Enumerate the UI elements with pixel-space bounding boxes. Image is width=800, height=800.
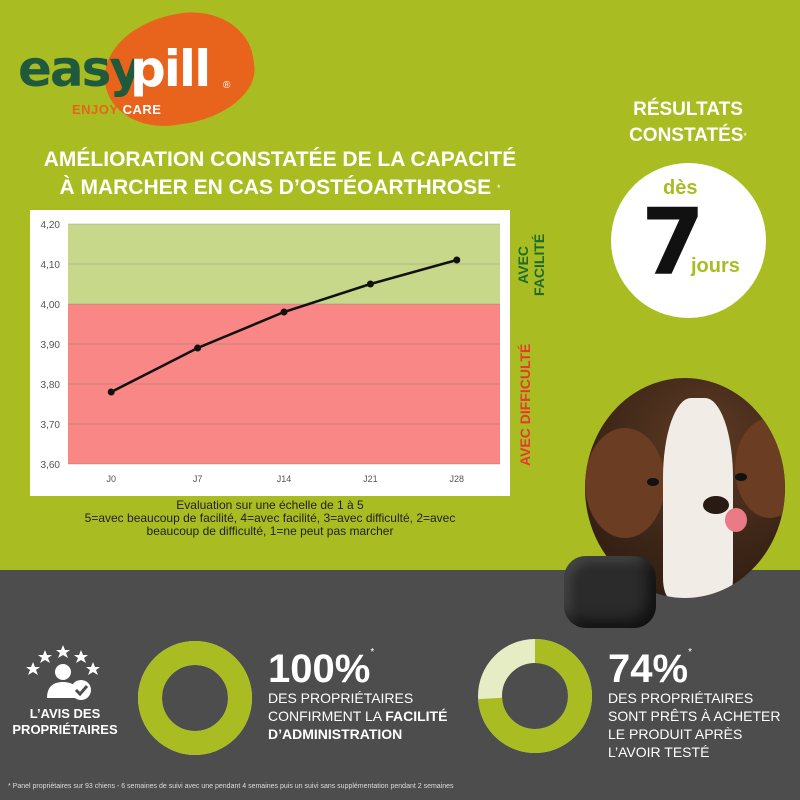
- x-tick-label: J14: [277, 474, 292, 484]
- chart-title-line2: À MARCHER EN CAS D’OSTÉOARTHROSE: [59, 176, 492, 199]
- band-1: [68, 304, 500, 464]
- donut-fill: [478, 639, 592, 753]
- stat1-value-wrap: 100%*: [268, 647, 374, 692]
- stat1-star: *: [370, 647, 375, 658]
- owner-review-icon: [8, 640, 118, 707]
- results-title-line2: CONSTATÉS: [629, 125, 744, 146]
- dog-nose: [703, 496, 729, 514]
- scale-caption-line3: beaucoup de difficulté, 1=ne peut pas ma…: [146, 524, 394, 538]
- logo-registered-mark: ®: [223, 80, 231, 91]
- badge-unit: jours: [691, 255, 740, 277]
- data-point: [280, 308, 288, 316]
- y-tick-label: 4,20: [41, 220, 61, 231]
- chart-svg: 3,60 3,70 3,80 3,90 4,00 4,10 4,20 J0 J7 J14 J21 J2…: [41, 220, 500, 484]
- chart-title: AMÉLIORATION CONSTATÉE DE LA CAPACITÉ À …: [20, 146, 540, 202]
- results-title: RÉSULTATS CONSTATÉS*: [598, 97, 778, 149]
- stat1-line2-prefix: CONFIRMENT LA: [268, 708, 386, 724]
- band-label-easy-line2: FACILITÉ: [531, 233, 547, 296]
- stat2-value-wrap: 74%*: [608, 647, 692, 692]
- x-tick-label: J28: [450, 474, 465, 484]
- logo-tagline: ENJOY CARE: [72, 102, 161, 117]
- logo-text-pill: pill: [130, 40, 211, 98]
- dog-photo: [585, 378, 785, 598]
- logo-text-easy: easy: [18, 40, 142, 98]
- line-chart: 3,60 3,70 3,80 3,90 4,00 4,10 4,20 J0 J7 J14 J21 J2…: [30, 210, 510, 496]
- stat2-line4: L’AVOIR TESTÉ: [608, 744, 710, 760]
- y-tick-label: 3,60: [41, 460, 61, 471]
- stat1-line3-bold: D’ADMINISTRATION: [268, 726, 403, 742]
- y-tick-label: 3,80: [41, 380, 61, 391]
- stat2-star: *: [688, 647, 692, 658]
- owner-review-label-line1: L’AVIS DES: [29, 706, 101, 721]
- data-point: [194, 344, 202, 352]
- dog-ear-right: [735, 418, 785, 518]
- stat2-line2: SONT PRÊTS À ACHETER: [608, 708, 781, 724]
- results-title-star: *: [743, 131, 747, 141]
- owner-review-label: L’AVIS DES PROPRIÉTAIRES: [8, 706, 122, 738]
- donut-100-percent: [138, 641, 252, 755]
- stat2-line1: DES PROPRIÉTAIRES: [608, 690, 754, 706]
- data-point: [366, 280, 374, 288]
- chewable-tablet-image: [564, 556, 656, 628]
- stat2-description: DES PROPRIÉTAIRES SONT PRÊTS À ACHETER L…: [608, 689, 798, 761]
- band-label-difficulty: AVEC DIFFICULTÉ: [517, 343, 533, 466]
- y-tick-label: 4,10: [41, 260, 61, 271]
- scale-caption-line2: 5=avec beaucoup de facilité, 4=avec faci…: [84, 511, 456, 525]
- y-tick-label: 4,00: [41, 300, 61, 311]
- y-tick-label: 3,90: [41, 340, 61, 351]
- badge-des: dès: [663, 177, 698, 199]
- x-tick-label: J7: [193, 474, 203, 484]
- scale-caption: Evaluation sur une échelle de 1 à 5 5=av…: [40, 499, 500, 538]
- stat2-line3: LE PRODUIT APRÈS: [608, 726, 743, 742]
- footnote: * Panel propriétaires sur 93 chiens - 6 …: [8, 783, 454, 790]
- chart-title-line2-wrap: À MARCHER EN CAS D’OSTÉOARTHROSE *: [20, 174, 540, 202]
- results-title-line2-wrap: CONSTATÉS*: [598, 123, 778, 149]
- chart-title-star: *: [497, 183, 501, 193]
- y-tick-label: 3,70: [41, 420, 61, 431]
- dog-tongue: [725, 508, 747, 532]
- x-tick-label: J21: [363, 474, 378, 484]
- stat1-line2: CONFIRMENT LA FACILITÉ: [268, 707, 478, 725]
- owner-review-label-line2: PROPRIÉTAIRES: [12, 722, 118, 737]
- data-point: [107, 388, 115, 396]
- stat2-value: 74%: [608, 647, 689, 691]
- tagline-care: CARE: [122, 102, 162, 117]
- brand-logo: easy pill ® ENJOY CARE: [18, 4, 261, 134]
- stat1-line1: DES PROPRIÉTAIRES: [268, 690, 414, 706]
- band-label-easy-line1: AVEC: [515, 245, 531, 284]
- badge-number: 7: [641, 189, 706, 296]
- band-0: [68, 224, 500, 304]
- chart-title-line1: AMÉLIORATION CONSTATÉE DE LA CAPACITÉ: [43, 148, 517, 171]
- dog-eye-right: [735, 473, 747, 481]
- owner-review-svg: [26, 645, 100, 700]
- stat1-description: DES PROPRIÉTAIRES CONFIRMENT LA FACILITÉ…: [268, 689, 478, 743]
- scale-caption-line1: Evaluation sur une échelle de 1 à 5: [176, 498, 364, 512]
- band-label-easy: AVEC FACILITÉ: [515, 234, 547, 296]
- x-tick-label: J0: [106, 474, 116, 484]
- donut-fill: [138, 641, 252, 755]
- seven-days-badge: dès 7 jours: [611, 163, 766, 318]
- tagline-enjoy: ENJOY: [72, 102, 119, 117]
- dog-eye-left: [647, 478, 659, 486]
- stat1-line2-bold: FACILITÉ: [385, 708, 448, 724]
- data-point: [453, 256, 461, 264]
- bottom-panel: [0, 570, 800, 800]
- results-title-line1: RÉSULTATS: [633, 99, 743, 120]
- stat1-value: 100%: [268, 647, 371, 691]
- donut-74-percent: [478, 639, 592, 753]
- stat1-line3: D’ADMINISTRATION: [268, 725, 478, 743]
